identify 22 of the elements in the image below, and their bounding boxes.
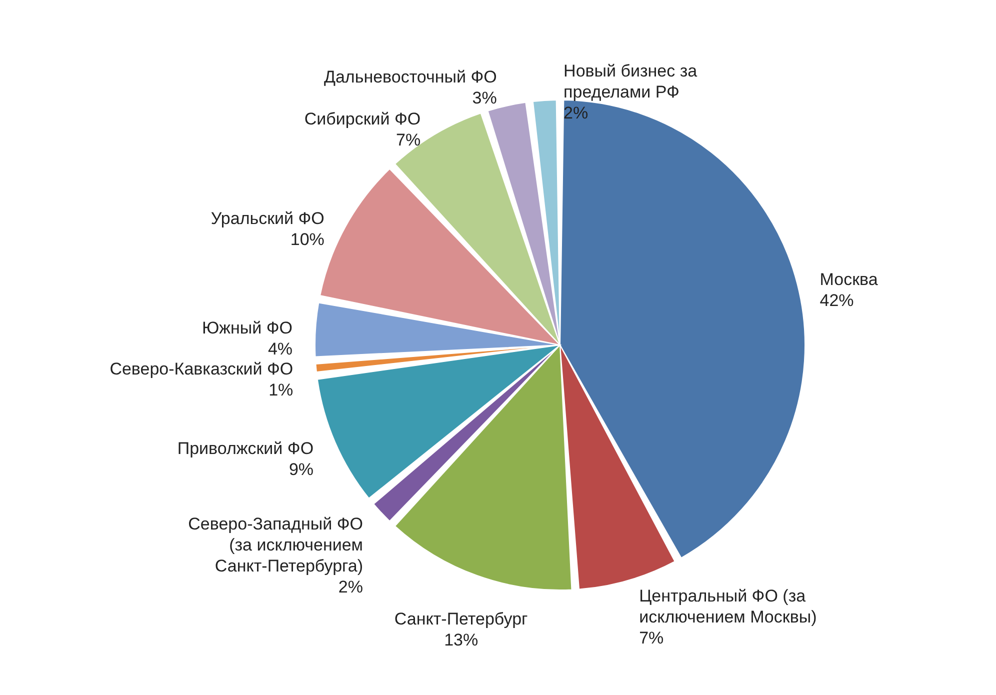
data-label: 4% <box>268 340 293 359</box>
data-label: 3% <box>472 88 497 108</box>
slice-label: Северо-Западный ФО (за исключением Санкт-Петербурга) <box>188 514 364 576</box>
data-label: 13% <box>444 630 478 650</box>
slice-label: Москва <box>820 270 878 289</box>
data-label: 7% <box>396 130 421 150</box>
data-label: 2% <box>564 104 588 123</box>
data-label: 1% <box>268 380 294 400</box>
slice-label: Дальневосточный ФО <box>324 67 497 86</box>
data-label: 9% <box>288 460 314 480</box>
slice-label: Северо-Кавказский ФО <box>110 360 294 379</box>
slice-label: Приволжский ФО <box>177 439 314 458</box>
slice-label: Новый бизнес за пределами РФ <box>564 62 698 102</box>
data-label: 10% <box>290 230 324 249</box>
slice-label: Южный ФО <box>202 318 293 338</box>
slice-label: Центральный ФО (за исключением Москвы) <box>639 586 817 627</box>
data-label: 42% <box>820 290 854 310</box>
data-label: 2% <box>338 577 364 596</box>
slice-label: Сибирский ФО <box>304 109 421 128</box>
slice-label: Уральский ФО <box>210 208 324 228</box>
slice-label: Санкт-Петербург <box>394 610 528 629</box>
data-label: 7% <box>639 628 664 648</box>
